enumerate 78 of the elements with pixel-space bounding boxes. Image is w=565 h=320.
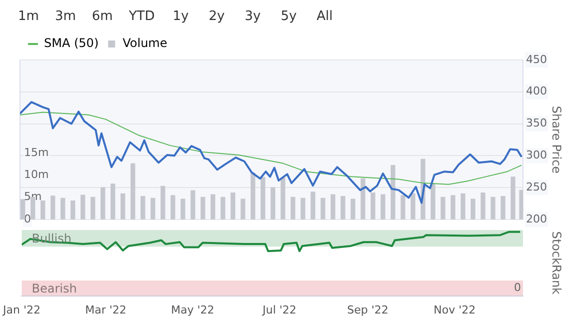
bar <box>40 200 46 220</box>
bar <box>90 196 96 220</box>
bar <box>480 192 486 220</box>
bar <box>110 184 116 220</box>
legend-label: SMA (50) <box>44 36 99 50</box>
bar <box>360 178 366 220</box>
x-tick-label: Sep '22 <box>347 303 388 316</box>
x-tick-label: Jan '22 <box>2 303 40 316</box>
y2-tick-label: 250 <box>526 180 547 194</box>
bar <box>210 194 216 220</box>
bar <box>490 196 496 220</box>
bar <box>80 194 86 220</box>
y2-tick-label: 200 <box>526 212 547 226</box>
bar <box>240 198 246 220</box>
text: 6m <box>90 8 114 26</box>
bar <box>410 193 416 220</box>
text: 5y <box>280 8 298 26</box>
bar <box>510 176 516 220</box>
y-tick-label: 15m <box>24 146 49 159</box>
bar <box>280 177 286 220</box>
text: 3m <box>54 8 77 26</box>
bar <box>200 196 206 220</box>
bar <box>150 198 156 220</box>
bar <box>160 186 166 220</box>
y2-tick-label: 350 <box>526 116 547 130</box>
y2-tick-label: 400 <box>526 84 547 98</box>
legend-label: Volume <box>122 36 168 50</box>
bar <box>180 198 186 220</box>
bar <box>310 192 316 220</box>
bar <box>350 198 356 220</box>
bar <box>120 193 126 220</box>
text: 1y <box>172 8 190 26</box>
x-tick-label: May '22 <box>170 303 214 316</box>
x-tick-label: Nov '22 <box>434 303 476 316</box>
bar <box>430 184 436 220</box>
bar <box>340 196 346 220</box>
band-label: Bearish <box>32 281 77 296</box>
bar <box>190 190 196 220</box>
text: 1m <box>17 8 40 26</box>
bar <box>330 194 336 220</box>
y2-tick-label: 450 <box>526 52 547 66</box>
bar <box>450 195 456 220</box>
bar <box>50 196 56 220</box>
bar <box>270 187 276 220</box>
bar <box>130 163 136 220</box>
bar <box>70 200 76 220</box>
bar <box>460 193 466 220</box>
y-tick-label: 10m <box>24 168 49 181</box>
bar <box>320 198 326 220</box>
bar <box>400 195 406 220</box>
bar <box>440 196 446 220</box>
bar <box>220 196 226 220</box>
bar <box>390 165 396 220</box>
text: All <box>316 8 334 26</box>
y-tick-label: 0 <box>24 212 31 226</box>
bar <box>250 172 256 220</box>
text: 3y <box>244 8 262 26</box>
bar <box>370 192 376 220</box>
bar <box>470 198 476 220</box>
bar <box>500 196 506 220</box>
bar <box>260 177 266 220</box>
bar <box>300 198 306 220</box>
text: 2y <box>208 8 226 26</box>
text: YTD <box>128 8 156 26</box>
x-tick-label: Mar '22 <box>85 303 126 316</box>
bar <box>100 187 106 220</box>
bar <box>140 196 146 220</box>
bar <box>170 195 176 220</box>
bar <box>519 190 523 220</box>
y-axis-title: StockRank <box>550 231 564 295</box>
bar <box>380 194 386 220</box>
y2-tick-label: 300 <box>526 148 547 162</box>
x-tick-label: Jul '22 <box>262 303 296 316</box>
y2-axis-title: Share Price <box>550 106 564 174</box>
bar <box>230 192 236 220</box>
bar <box>60 198 66 220</box>
annotation: 0 <box>514 281 521 294</box>
bar <box>290 196 296 220</box>
